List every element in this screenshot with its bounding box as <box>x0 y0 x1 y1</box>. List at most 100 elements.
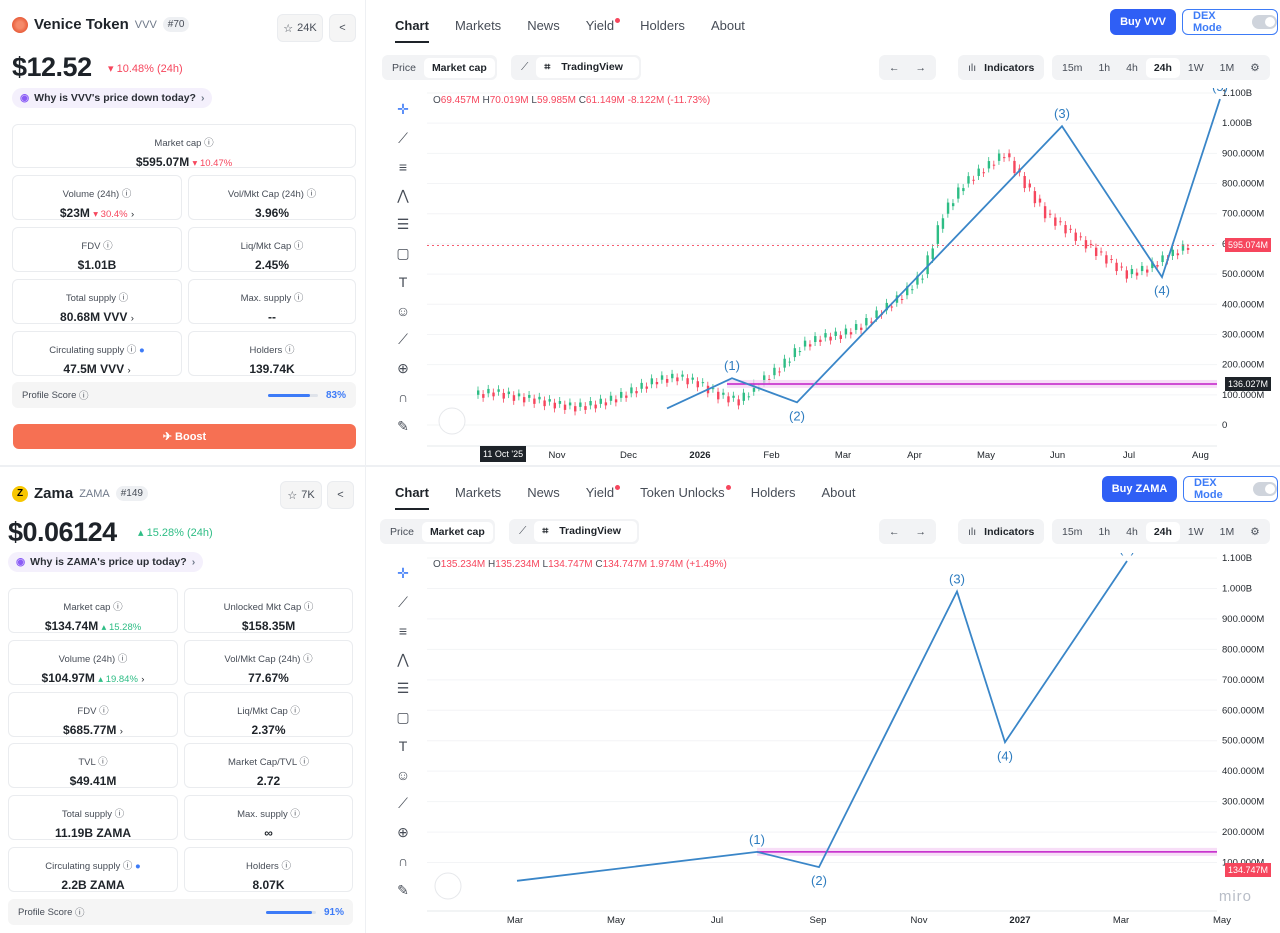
pattern-icon[interactable]: ⋀ <box>397 187 409 204</box>
boost-button[interactable]: ✈ Boost <box>13 424 356 449</box>
ruler-icon[interactable]: ⟋ <box>398 331 408 348</box>
horizontal-lines-icon[interactable]: ≡ <box>398 622 408 639</box>
fdv-card[interactable]: FDV ⓘ $685.77M › <box>8 692 178 737</box>
tab-yield[interactable]: Yield <box>573 467 627 507</box>
watchlist-button[interactable]: ☆ 7K <box>280 481 322 509</box>
tab-markets[interactable]: Markets <box>454 18 502 33</box>
candle <box>875 310 878 318</box>
interval-1h[interactable]: 1h <box>1098 61 1111 74</box>
interval-4h[interactable]: 4h <box>1126 61 1138 74</box>
why-price-link[interactable]: ◉ Why is ZAMA's price up today? › <box>8 552 204 572</box>
emoji-icon[interactable]: ☺ <box>395 766 411 783</box>
tab-news[interactable]: News <box>527 18 560 33</box>
arrow-left-icon[interactable]: ← <box>889 61 900 74</box>
trendline-icon[interactable]: ⟋ <box>398 593 408 610</box>
elliott-wave-line <box>516 560 1128 882</box>
market-cap-chart[interactable]: 1.100B1.000B900.000M800.000M700.000M600.… <box>427 553 1280 933</box>
tab-about[interactable]: About <box>710 18 745 33</box>
info-icon: ⓘ <box>299 757 309 768</box>
magnet-icon[interactable]: ∩ <box>397 853 409 870</box>
rectangle-icon[interactable]: ▢ <box>396 708 410 725</box>
tab-news[interactable]: News <box>527 485 560 500</box>
price-option[interactable]: Price <box>392 61 416 74</box>
volume-card[interactable]: Volume (24h) ⓘ $23M ▾ 30.4% › <box>12 175 182 220</box>
indicators-button[interactable]: ılı Indicators <box>958 55 1045 80</box>
interval-4h[interactable]: 4h <box>1126 525 1138 538</box>
settings-sliders-icon[interactable]: ⚙ <box>1250 61 1260 74</box>
interval-1w[interactable]: 1W <box>1187 525 1204 538</box>
tab-markets[interactable]: Markets <box>454 485 502 500</box>
indicators-button[interactable]: ılı Indicators <box>958 519 1045 544</box>
pattern-icon[interactable]: ⋀ <box>397 651 409 668</box>
interval-24h[interactable]: 24h <box>1145 57 1180 78</box>
interval-1w[interactable]: 1W <box>1187 61 1204 74</box>
dex-mode-toggle[interactable]: DEX Mode <box>1183 476 1278 502</box>
buy-button[interactable]: Buy ZAMA <box>1102 476 1177 502</box>
stat-label: Circulating supply <box>45 861 121 872</box>
interval-15m[interactable]: 15m <box>1062 61 1083 74</box>
share-button[interactable]: < <box>327 481 354 509</box>
line-chart-icon[interactable]: ⟋ <box>521 61 529 73</box>
settings-sliders-icon[interactable]: ⚙ <box>1250 525 1260 538</box>
total-supply-card[interactable]: Total supply ⓘ 80.68M VVV › <box>12 279 182 324</box>
text-icon[interactable]: T <box>398 274 408 291</box>
crosshair-icon[interactable]: ✛ <box>397 564 409 581</box>
arrow-right-icon[interactable]: → <box>915 525 927 538</box>
trendline-icon[interactable]: ⟋ <box>398 129 408 146</box>
candle <box>992 164 996 166</box>
tab-holders[interactable]: Holders <box>640 18 685 33</box>
tab-chart[interactable]: Chart <box>382 0 442 43</box>
fib-icon[interactable]: ☰ <box>396 680 410 697</box>
ruler-icon[interactable]: ⟋ <box>398 795 408 812</box>
candle <box>1156 265 1159 267</box>
line-chart-icon[interactable]: ⟋ <box>519 525 527 537</box>
interval-15m[interactable]: 15m <box>1062 525 1083 538</box>
tradingview-option[interactable]: ⌗ TradingView <box>536 57 639 78</box>
emoji-icon[interactable]: ☺ <box>395 302 411 319</box>
toggle-switch[interactable] <box>1252 482 1277 496</box>
share-button[interactable]: < <box>329 14 356 42</box>
chart-tabs: Chart Markets News Yield Holders About <box>382 0 758 43</box>
pencil-icon[interactable]: ✎ <box>397 881 409 898</box>
ohlc-low: 134.747M <box>548 559 593 570</box>
market-cap-chart[interactable]: 1.100B1.000B900.000M800.000M700.000M600.… <box>427 88 1280 468</box>
tab-token-unlocks[interactable]: Token Unlocks <box>627 467 738 507</box>
market-cap-option[interactable]: Market cap <box>421 521 493 542</box>
interval-1h[interactable]: 1h <box>1098 525 1111 538</box>
tab-chart[interactable]: Chart <box>382 467 442 510</box>
candle <box>538 396 541 400</box>
interval-1m[interactable]: 1M <box>1219 525 1235 538</box>
buy-button[interactable]: Buy VVV <box>1110 9 1176 35</box>
toggle-switch[interactable] <box>1252 15 1277 29</box>
candle <box>911 289 914 291</box>
fib-icon[interactable]: ☰ <box>396 216 410 233</box>
volume-card[interactable]: Volume (24h) ⓘ $104.97M ▴ 19.84% › <box>8 640 178 685</box>
arrow-right-icon[interactable]: → <box>915 61 927 74</box>
market-cap-option[interactable]: Market cap <box>423 57 495 78</box>
text-icon[interactable]: T <box>398 738 408 755</box>
why-price-link[interactable]: ◉ Why is VVV's price down today? › <box>12 88 213 108</box>
dex-mode-toggle[interactable]: DEX Mode <box>1182 9 1278 35</box>
tradingview-option[interactable]: ⌗ TradingView <box>534 521 637 542</box>
interval-1m[interactable]: 1M <box>1219 61 1235 74</box>
horizontal-lines-icon[interactable]: ≡ <box>398 158 408 175</box>
circ-supply-card[interactable]: Circulating supply ⓘ ● 47.5M VVV › <box>12 331 182 376</box>
tradingview-logo-icon <box>434 872 462 900</box>
crosshair-icon[interactable]: ✛ <box>397 100 409 117</box>
chart-area: Chart Markets News Yield Token Unlocks H… <box>370 467 1280 933</box>
tab-holders[interactable]: Holders <box>750 485 796 500</box>
tab-yield[interactable]: Yield <box>573 0 627 40</box>
candle <box>517 393 521 397</box>
magnet-icon[interactable]: ∩ <box>397 389 409 406</box>
tab-about[interactable]: About <box>821 485 856 500</box>
rectangle-icon[interactable]: ▢ <box>396 244 410 261</box>
stat-label: TVL <box>78 757 96 768</box>
pencil-icon[interactable]: ✎ <box>397 417 409 434</box>
zoom-icon[interactable]: ⊕ <box>397 824 409 841</box>
watchlist-button[interactable]: ☆ 24K <box>277 14 323 42</box>
price-option[interactable]: Price <box>390 525 414 538</box>
arrow-left-icon[interactable]: ← <box>889 525 900 538</box>
zoom-icon[interactable]: ⊕ <box>397 360 409 377</box>
interval-24h[interactable]: 24h <box>1145 521 1180 542</box>
candle <box>926 255 929 275</box>
